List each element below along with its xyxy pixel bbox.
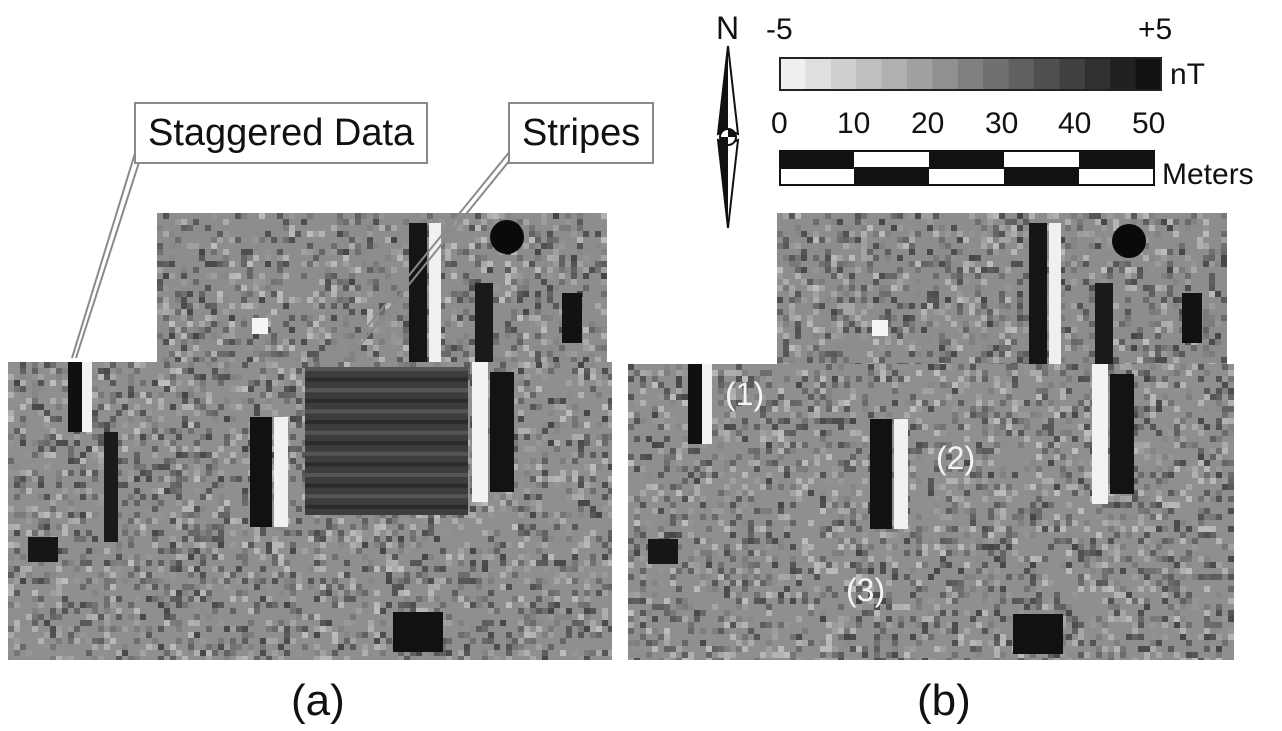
anomaly-bright — [872, 320, 888, 336]
map-a-upper-noise — [157, 213, 607, 363]
scale-tick-30: 30 — [985, 107, 1019, 140]
anomaly-wall — [274, 417, 288, 527]
anomaly-dark — [1182, 293, 1202, 343]
color-scale-step — [1135, 58, 1162, 90]
color-scale-step — [907, 58, 933, 90]
color-scale-step — [1110, 58, 1137, 90]
color-scale-step — [856, 58, 883, 90]
feature-label-3: (3) — [846, 572, 886, 608]
map-a-lower-noise — [8, 362, 612, 660]
color-scale-min: -5 — [766, 13, 793, 46]
color-scale-max: +5 — [1138, 13, 1173, 46]
map-b-lower: (1) (2) (3) — [628, 364, 1234, 660]
anomaly-linear-bright — [1049, 223, 1061, 365]
scale-tick-0: 0 — [771, 107, 788, 140]
anomaly-staggered — [82, 362, 92, 432]
anomaly-bright — [252, 318, 268, 334]
anomaly-dark — [562, 293, 582, 343]
color-scale-step — [1008, 58, 1035, 90]
anomaly-linear-bright — [429, 223, 441, 363]
map-a-lower — [8, 362, 612, 660]
panel-label-a: (a) — [291, 676, 345, 725]
anomaly-staggered — [68, 362, 82, 432]
anomaly-wall — [1092, 364, 1108, 504]
anomaly-wall — [472, 362, 488, 502]
color-scale-step — [1034, 58, 1060, 90]
anomaly-wall — [870, 419, 892, 529]
color-scale-step — [1059, 58, 1086, 90]
feature-label-2: (2) — [936, 440, 976, 476]
anomaly-linear — [688, 364, 702, 444]
distance-scale-unit: Meters — [1162, 158, 1254, 191]
callout-stripes: Stripes — [508, 102, 655, 164]
map-b-lower-noise — [628, 364, 1234, 660]
panel-label-b: (b) — [917, 676, 971, 725]
color-scale-step — [957, 58, 984, 90]
anomaly-wall — [1110, 374, 1134, 494]
anomaly-linear — [1029, 223, 1047, 365]
north-arrow-icon — [716, 45, 740, 229]
anomaly-dark — [28, 537, 58, 562]
scale-tick-10: 10 — [837, 107, 871, 140]
anomaly-staggered — [104, 432, 118, 542]
scale-tick-50: 50 — [1132, 107, 1166, 140]
striped-block — [305, 367, 468, 515]
anomaly-wall — [250, 417, 272, 527]
north-label: N — [716, 10, 740, 46]
anomaly-linear — [702, 364, 712, 444]
color-scale-unit: nT — [1170, 58, 1206, 91]
callout-staggered-data: Staggered Data — [134, 102, 429, 164]
anomaly-wall — [490, 372, 514, 492]
scale-tick-20: 20 — [911, 107, 945, 140]
color-scale-step — [932, 58, 959, 90]
anomaly-linear — [1095, 283, 1113, 365]
color-scale-step — [780, 58, 806, 90]
color-scale-step — [830, 58, 857, 90]
anomaly-dark — [490, 220, 524, 254]
color-scale-step — [983, 58, 1010, 90]
map-a-upper — [157, 213, 607, 363]
anomaly-dark — [393, 612, 443, 652]
color-scale-step — [881, 58, 908, 90]
color-scale-bar — [779, 57, 1162, 91]
distance-scale-bar — [779, 150, 1155, 186]
anomaly-dark — [648, 539, 678, 564]
anomaly-dark — [1013, 614, 1063, 654]
anomaly-linear — [475, 283, 493, 363]
color-scale-step — [1084, 58, 1111, 90]
anomaly-wall — [894, 419, 908, 529]
color-scale-step — [805, 58, 832, 90]
anomaly-dark — [1112, 224, 1146, 258]
scale-tick-40: 40 — [1058, 107, 1092, 140]
feature-label-1: (1) — [725, 376, 765, 412]
